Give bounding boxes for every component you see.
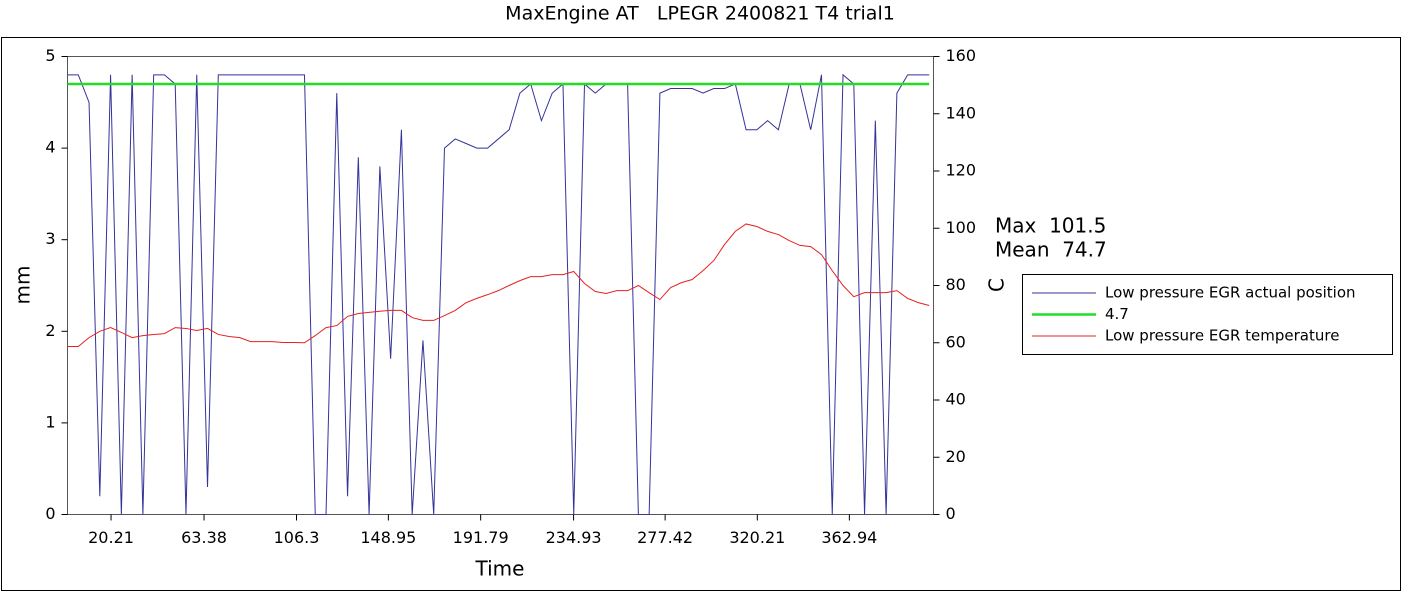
x-tick-label: 148.95 [360, 528, 416, 547]
series-line [67, 223, 930, 347]
x-tick-label: 362.94 [821, 528, 877, 547]
y-tick-label: 3 [45, 229, 55, 248]
y2-tick-label: 40 [946, 390, 966, 409]
legend-label: Low pressure EGR temperature [1105, 327, 1339, 345]
annotation: Mean 74.7 [995, 238, 1107, 262]
y2-tick-label: 0 [946, 504, 956, 523]
y-tick-label: 4 [45, 138, 55, 157]
series-line [67, 73, 930, 515]
y2-tick-label: 140 [946, 103, 977, 122]
x-tick-label: 63.38 [181, 528, 227, 547]
legend-label: 4.7 [1105, 305, 1129, 323]
y2-tick-label: 60 [946, 332, 966, 351]
y-axis-label: mm [11, 266, 35, 305]
x-tick-label: 20.21 [88, 528, 134, 547]
y2-tick-label: 100 [946, 218, 977, 237]
x-tick-label: 191.79 [453, 528, 509, 547]
y2-tick-label: 160 [946, 46, 977, 65]
y2-tick-label: 120 [946, 161, 977, 180]
x-tick-label: 277.42 [637, 528, 693, 547]
x-axis-label: Time [475, 557, 525, 581]
frame [1, 37, 1401, 591]
y2-tick-label: 20 [946, 447, 966, 466]
y-tick-label: 5 [45, 46, 55, 65]
x-tick-label: 234.93 [546, 528, 602, 547]
x-tick-label: 106.3 [274, 528, 320, 547]
y-tick-label: 2 [45, 321, 55, 340]
x-tick-label: 320.21 [729, 528, 785, 547]
y2-axis-label: C [985, 278, 1009, 292]
y-tick-label: 0 [45, 504, 55, 523]
y-tick-label: 1 [45, 412, 55, 431]
y2-tick-label: 80 [946, 275, 966, 294]
annotation: Max 101.5 [995, 214, 1106, 238]
legend-label: Low pressure EGR actual position [1105, 284, 1356, 302]
plot-area [67, 56, 934, 515]
chart-title: MaxEngine AT LPEGR 2400821 T4 trial1 [505, 3, 895, 25]
